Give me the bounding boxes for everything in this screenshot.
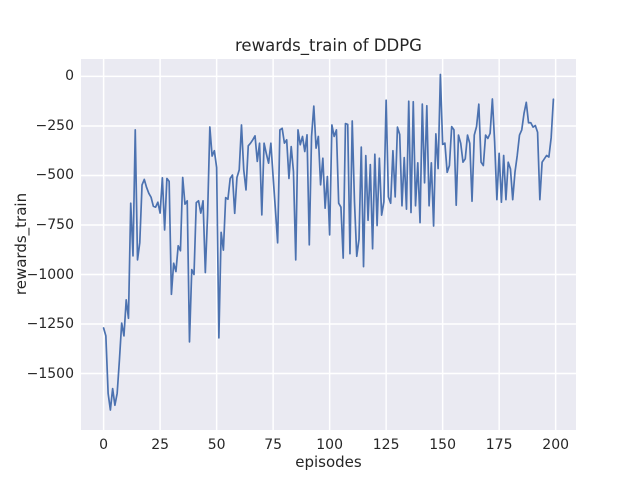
y-tick-label: −250 xyxy=(35,117,74,134)
series-line-rewards_train xyxy=(102,73,555,411)
plot-area xyxy=(81,59,576,430)
y-tick-label: 0 xyxy=(65,68,74,85)
gridlines xyxy=(81,59,576,430)
line-chart-canvas xyxy=(81,59,576,430)
x-tick-label: 25 xyxy=(151,437,170,453)
y-tick-label: −500 xyxy=(35,167,74,184)
x-tick-label: 200 xyxy=(542,437,570,453)
x-tick-label: 150 xyxy=(429,437,457,453)
x-axis-label: episodes xyxy=(295,453,362,471)
x-tick-label: 100 xyxy=(316,437,343,453)
y-tick-label: −750 xyxy=(35,216,74,233)
y-tick-label: −1500 xyxy=(26,365,74,382)
x-tick-label: 0 xyxy=(99,437,109,453)
x-tick-label: 175 xyxy=(485,437,513,453)
y-tick-label: −1000 xyxy=(26,266,74,283)
x-tick-label: 75 xyxy=(264,437,283,453)
y-tick-label: −1250 xyxy=(26,316,74,333)
x-tick-label: 125 xyxy=(372,437,400,453)
chart-title: rewards_train of DDPG xyxy=(235,36,422,55)
x-tick-label: 50 xyxy=(207,437,226,453)
